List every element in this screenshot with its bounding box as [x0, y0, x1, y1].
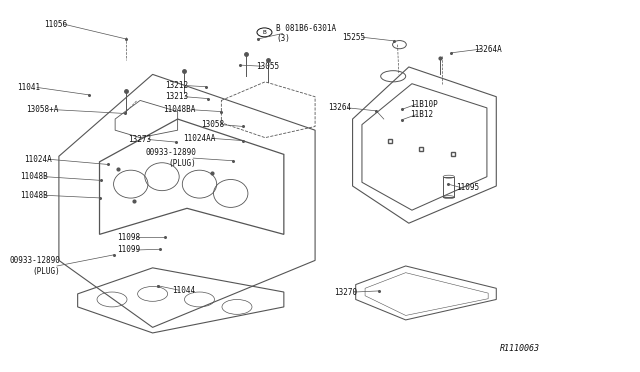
Text: 13264: 13264 [328, 103, 351, 112]
Text: 11095: 11095 [456, 183, 479, 192]
Text: 11044: 11044 [173, 286, 196, 295]
Text: 11098: 11098 [117, 233, 140, 242]
Text: 11048B: 11048B [20, 191, 48, 200]
Text: 13264A: 13264A [474, 45, 502, 54]
Text: 13212: 13212 [165, 81, 188, 90]
Text: 11024AA: 11024AA [183, 134, 215, 143]
Text: 11048B: 11048B [20, 172, 48, 181]
Text: 13273: 13273 [128, 135, 152, 144]
Text: 11099: 11099 [117, 246, 140, 254]
Text: 00933-12890
(PLUG): 00933-12890 (PLUG) [145, 148, 196, 168]
Text: R1110063: R1110063 [500, 344, 540, 353]
Text: 11024A: 11024A [24, 155, 51, 164]
Text: 11B12: 11B12 [410, 110, 433, 119]
Text: B 081B6-6301A
(3): B 081B6-6301A (3) [276, 24, 337, 43]
Text: 13058: 13058 [202, 120, 225, 129]
Text: 00933-12890
(PLUG): 00933-12890 (PLUG) [9, 256, 60, 276]
Text: 11056: 11056 [44, 20, 67, 29]
Text: 13058+A: 13058+A [26, 105, 59, 114]
Text: 13270: 13270 [335, 288, 358, 296]
Bar [443, 177, 454, 197]
Text: 15255: 15255 [342, 33, 365, 42]
Text: 11041: 11041 [17, 83, 40, 92]
Text: 11B10P: 11B10P [410, 100, 438, 109]
Text: 11048BA: 11048BA [163, 105, 195, 114]
Text: 13055: 13055 [256, 62, 279, 71]
Text: B: B [262, 30, 266, 35]
Text: 13213: 13213 [165, 92, 188, 101]
